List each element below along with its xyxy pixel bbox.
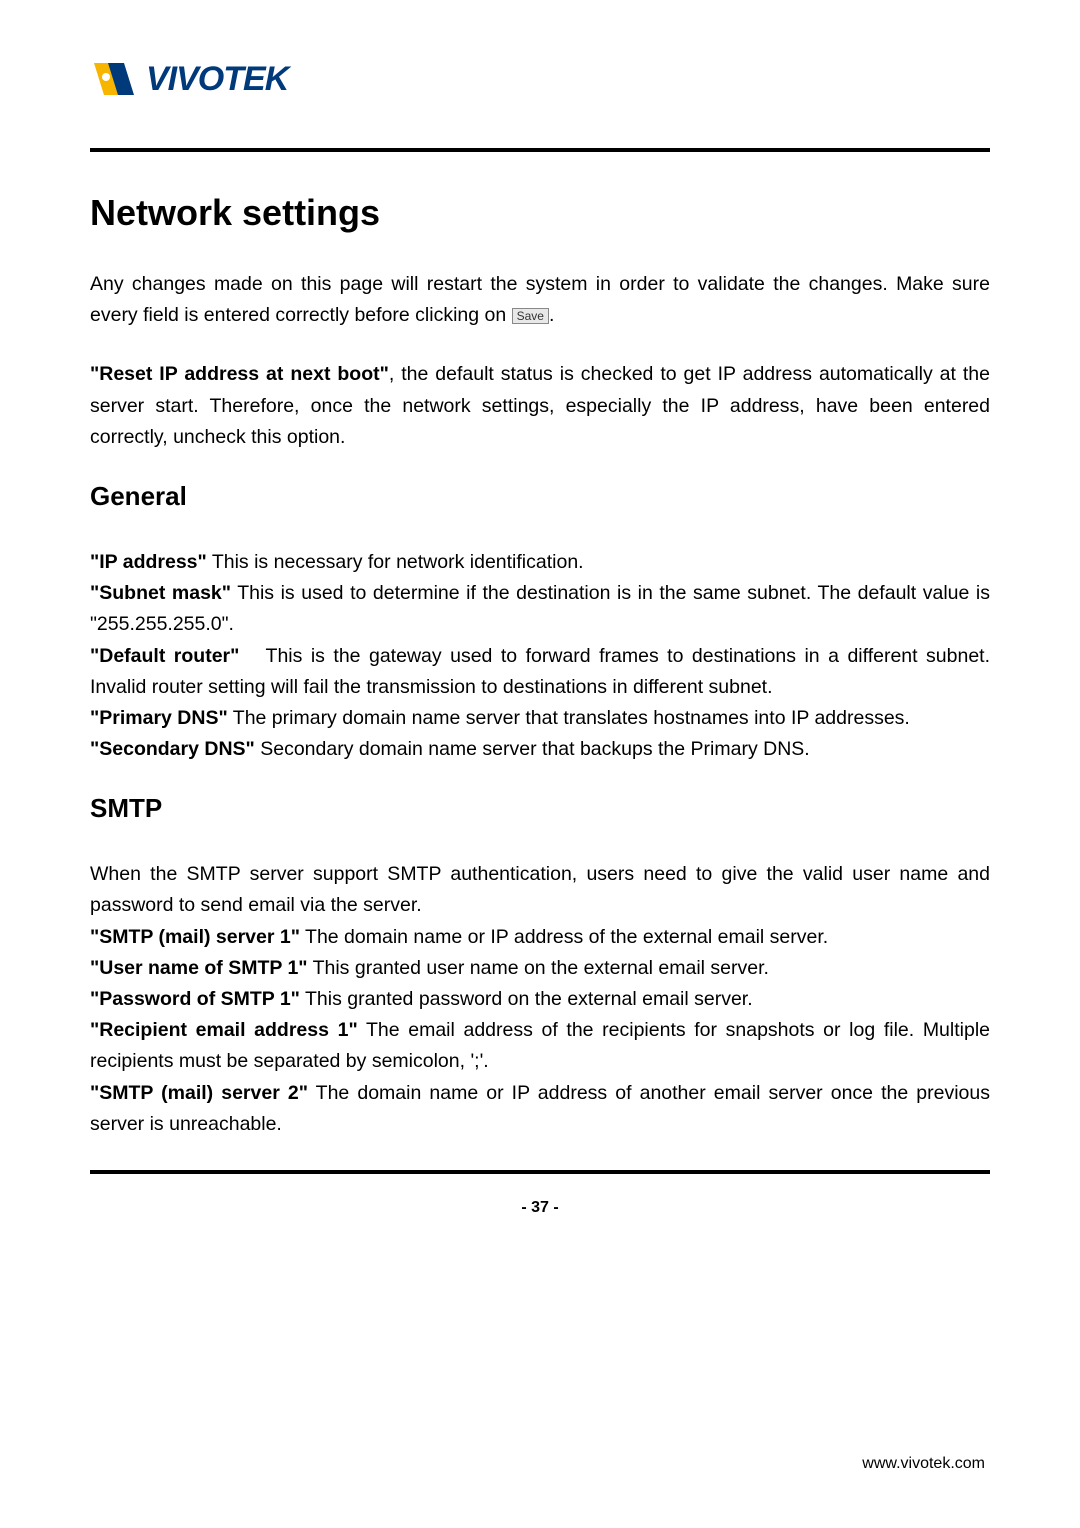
footer-url: www.vivotek.com — [862, 1455, 985, 1473]
smtp-p1-item: "Password of SMTP 1" This granted passwo… — [90, 984, 990, 1015]
header-divider — [90, 148, 990, 152]
sdns-item: "Secondary DNS" Secondary domain name se… — [90, 734, 990, 765]
logo: VIVOTEK — [90, 55, 990, 103]
save-button-image: Save — [512, 308, 549, 324]
smtp-heading: SMTP — [90, 793, 990, 824]
reset-paragraph: "Reset IP address at next boot", the def… — [90, 359, 990, 453]
ip-bold: "IP address" — [90, 551, 207, 573]
u1-bold: "User name of SMTP 1" — [90, 957, 308, 979]
pdns-bold: "Primary DNS" — [90, 707, 228, 729]
sdns-text: Secondary domain name server that backup… — [255, 738, 810, 760]
pdns-text: The primary domain name server that tran… — [228, 707, 910, 729]
logo-text: VIVOTEK — [146, 60, 288, 99]
p1-bold: "Password of SMTP 1" — [90, 988, 300, 1010]
smtp-r1-item: "Recipient email address 1" The email ad… — [90, 1015, 990, 1077]
u1-text: This granted user name on the external e… — [308, 957, 769, 979]
logo-mark-icon — [90, 55, 138, 103]
s1-text: The domain name or IP address of the ext… — [300, 926, 828, 948]
sdns-bold: "Secondary DNS" — [90, 738, 255, 760]
smtp-intro: When the SMTP server support SMTP authen… — [90, 859, 990, 921]
s1-bold: "SMTP (mail) server 1" — [90, 926, 300, 948]
page-title: Network settings — [90, 192, 990, 234]
subnet-bold: "Subnet mask" — [90, 582, 231, 604]
smtp-s1-item: "SMTP (mail) server 1" The domain name o… — [90, 922, 990, 953]
s2-bold: "SMTP (mail) server 2" — [90, 1082, 308, 1104]
router-bold: "Default router" — [90, 645, 239, 667]
general-heading: General — [90, 481, 990, 512]
router-item: "Default router" This is the gateway use… — [90, 641, 990, 703]
p1-text: This granted password on the external em… — [300, 988, 753, 1010]
ip-address-item: "IP address" This is necessary for netwo… — [90, 547, 990, 578]
page-number: - 37 - — [90, 1199, 990, 1217]
smtp-s2-item: "SMTP (mail) server 2" The domain name o… — [90, 1078, 990, 1140]
pdns-item: "Primary DNS" The primary domain name se… — [90, 703, 990, 734]
r1-bold: "Recipient email address 1" — [90, 1019, 358, 1041]
smtp-u1-item: "User name of SMTP 1" This granted user … — [90, 953, 990, 984]
reset-bold: "Reset IP address at next boot" — [90, 363, 389, 385]
intro-paragraph: Any changes made on this page will resta… — [90, 269, 990, 331]
ip-text: This is necessary for network identifica… — [207, 551, 584, 573]
intro-text-end: . — [549, 304, 554, 326]
subnet-item: "Subnet mask" This is used to determine … — [90, 578, 990, 640]
footer-divider — [90, 1170, 990, 1174]
